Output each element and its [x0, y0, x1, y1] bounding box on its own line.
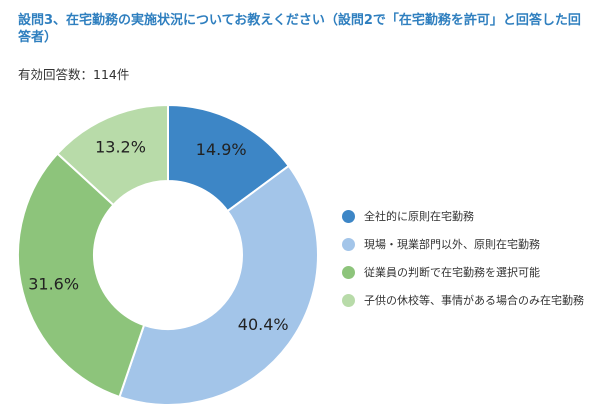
legend-label-3: 従業員の判断で在宅勤務を選択可能: [364, 266, 540, 279]
legend-swatch-4: [342, 293, 355, 307]
slice-label-3: 31.6%: [28, 275, 79, 294]
donut-slice-4: [56, 103, 169, 207]
legend-swatch-3: [342, 265, 355, 279]
slice-label-4: 13.2%: [95, 137, 146, 156]
legend-item-3: 従業員の判断で在宅勤務を選択可能: [342, 258, 598, 286]
respondent-count: 有効回答数：114件: [18, 67, 130, 82]
donut-slice-3: [17, 152, 146, 399]
legend-swatch-1: [342, 209, 355, 223]
donut-slice-2: [118, 164, 319, 406]
legend-item-1: 全社的に原則在宅勤務: [342, 202, 598, 230]
slice-label-1: 14.9%: [196, 140, 247, 159]
legend-label-1: 全社的に原則在宅勤務: [364, 210, 474, 223]
legend-item-4: 子供の休校等、事情がある場合のみ在宅勤務: [342, 286, 598, 314]
legend-label-4: 子供の休校等、事情がある場合のみ在宅勤務: [364, 294, 584, 307]
chart-title: 設問3、在宅勤務の実施状況についてお教えください（設問2で「在宅勤務を許可」と回…: [18, 13, 581, 45]
legend-item-2: 現場・現業部門以外、原則在宅勤務: [342, 230, 598, 258]
legend-label-2: 現場・現業部門以外、原則在宅勤務: [364, 238, 540, 251]
chart-legend: 全社的に原則在宅勤務現場・現業部門以外、原則在宅勤務 従業員の判断で在宅勤務を選択…: [342, 202, 598, 314]
slice-label-2: 40.4%: [238, 315, 289, 334]
legend-swatch-2: [342, 237, 355, 251]
